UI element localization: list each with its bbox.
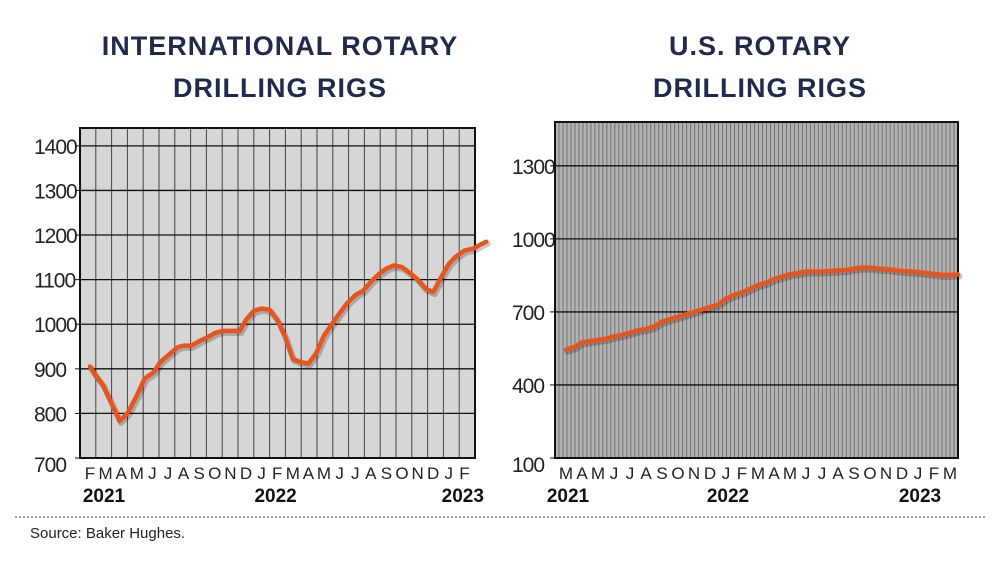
us-x-tick-label: A (640, 464, 652, 483)
us-year-label: 2021 (547, 486, 590, 507)
intl-x-tick-label: J (351, 464, 360, 483)
intl-y-tick-label: 900 (34, 359, 66, 382)
us-x-tick-label: M (559, 464, 573, 483)
intl-y-tick-label: 1100 (34, 270, 75, 293)
intl-x-tick-label: O (208, 464, 221, 483)
source-note: Source: Baker Hughes. (30, 525, 186, 542)
intl-x-tick-label: M (99, 464, 113, 483)
intl-x-tick-label: M (317, 464, 331, 483)
us-x-tick-label: A (832, 464, 844, 483)
us-x-tick-label: F (737, 464, 747, 483)
us-series-line (563, 265, 961, 352)
intl-x-tick-label: J (335, 464, 344, 483)
us-x-tick-label: F (929, 464, 939, 483)
us-title-line-2: DRILLING RIGS (653, 73, 867, 103)
intl-x-tick-label: D (427, 464, 439, 483)
us-x-tick-label: A (768, 464, 780, 483)
us-x-tick-label: D (896, 464, 908, 483)
intl-y-tick-label: 1400 (34, 136, 77, 159)
intl-year-label: 2022 (254, 486, 296, 507)
us-x-tick-label: M (591, 464, 605, 483)
us-year-label: 2023 (899, 486, 941, 507)
us-x-tick-label: A (576, 464, 588, 483)
us-x-tick-label: J (722, 464, 731, 483)
intl-x-tick-label: A (178, 464, 190, 483)
intl-x-tick-label: S (194, 464, 205, 483)
us-x-tick-label: M (943, 464, 957, 483)
us-x-tick-label: J (802, 464, 811, 483)
intl-series-line (87, 239, 489, 424)
us-chart-title: U.S. ROTARY DRILLING RIGS (530, 25, 990, 109)
intl-x-tick-label: J (148, 464, 157, 483)
us-frame (554, 121, 959, 459)
us-x-tick-label: J (610, 464, 619, 483)
intl-title-line-2: DRILLING RIGS (173, 73, 387, 103)
intl-x-tick-label: M (130, 464, 144, 483)
intl-x-tick-label: J (257, 464, 266, 483)
us-x-tick-label: O (863, 464, 876, 483)
intl-y-tick-label: 1300 (34, 180, 77, 203)
us-title-line-1: U.S. ROTARY (668, 31, 851, 61)
us-y-tick-label: 1300 (512, 156, 555, 179)
us-year-label: 2022 (707, 486, 749, 507)
us-x-tick-label: M (751, 464, 765, 483)
intl-x-tick-label: N (224, 464, 236, 483)
us-y-tick-label: 1000 (512, 229, 555, 252)
intl-x-tick-label: F (459, 464, 469, 483)
intl-x-tick-label: D (240, 464, 252, 483)
intl-plot-area (80, 128, 475, 458)
us-x-tick-label: N (880, 464, 892, 483)
intl-year-label: 2023 (442, 486, 484, 507)
intl-x-tick-label: F (272, 464, 282, 483)
us-x-tick-label: S (848, 464, 859, 483)
footer-divider (15, 516, 985, 518)
us-x-tick-label: M (783, 464, 797, 483)
intl-x-tick-label: F (85, 464, 95, 483)
us-x-tick-label: J (914, 464, 923, 483)
intl-x-tick-label: O (395, 464, 408, 483)
intl-chart-title: INTERNATIONAL ROTARY DRILLING RIGS (20, 25, 540, 109)
intl-title-line-1: INTERNATIONAL ROTARY (101, 31, 459, 61)
intl-y-tick-label: 1200 (34, 225, 77, 248)
us-y-tick-label: 700 (512, 302, 544, 325)
us-x-tick-label: J (626, 464, 635, 483)
us-plot-area (555, 122, 958, 458)
us-x-tick-label: S (656, 464, 667, 483)
intl-x-tick-label: S (381, 464, 392, 483)
us-x-tick-label: N (688, 464, 700, 483)
us-x-tick-label: D (704, 464, 716, 483)
intl-x-tick-label: A (303, 464, 315, 483)
us-x-tick-label: J (818, 464, 827, 483)
intl-y-tick-label: 700 (34, 454, 66, 477)
intl-frame (79, 127, 476, 459)
intl-y-tick-label: 1000 (34, 314, 77, 337)
intl-x-tick-label: N (411, 464, 423, 483)
intl-x-tick-label: J (445, 464, 454, 483)
us-x-tick-label: O (671, 464, 684, 483)
intl-year-label: 2021 (83, 486, 126, 507)
us-y-tick-label: 100 (512, 454, 544, 477)
intl-y-tick-label: 800 (34, 403, 66, 426)
intl-x-tick-label: M (286, 464, 300, 483)
intl-x-tick-label: J (164, 464, 173, 483)
intl-x-tick-label: A (365, 464, 377, 483)
intl-x-tick-label: A (116, 464, 128, 483)
us-y-tick-label: 400 (512, 375, 544, 398)
